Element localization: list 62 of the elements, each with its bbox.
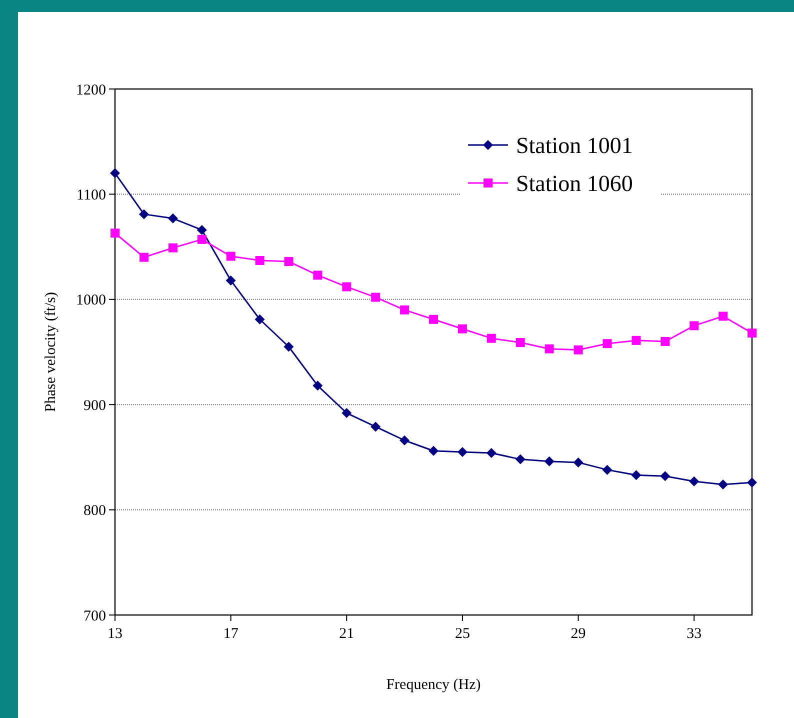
point <box>429 314 438 324</box>
legend-label: Station 1060 <box>516 171 633 196</box>
point <box>400 305 410 314</box>
x-tick-label: 17 <box>223 626 239 642</box>
x-tick-label: 29 <box>570 626 586 642</box>
y-tick-label: 1000 <box>76 292 106 309</box>
x-tick-label: 33 <box>686 626 702 642</box>
point <box>196 224 207 235</box>
point <box>168 243 178 252</box>
point <box>312 380 323 391</box>
point <box>110 228 120 238</box>
point <box>486 334 496 343</box>
point <box>400 435 410 446</box>
x-axis-title: Frequency (Hz) <box>386 677 481 693</box>
point <box>457 446 468 457</box>
point <box>660 471 670 482</box>
point <box>718 312 728 321</box>
point <box>602 339 612 348</box>
point <box>313 270 322 280</box>
point <box>690 321 699 330</box>
x-tick-label: 13 <box>108 626 122 642</box>
point <box>226 252 236 261</box>
point <box>748 328 756 338</box>
point <box>284 257 294 266</box>
y-axis-title: Phase velocity (ft/s) <box>43 292 59 412</box>
point <box>370 422 381 432</box>
point <box>255 256 264 265</box>
y-tick-label: 800 <box>84 503 106 520</box>
point <box>342 408 352 418</box>
legend-label: Station 1001 <box>516 133 633 158</box>
point <box>486 448 496 458</box>
point <box>342 282 352 292</box>
point <box>458 324 467 334</box>
point <box>110 168 120 178</box>
point <box>689 476 700 486</box>
point <box>573 457 584 468</box>
point <box>138 209 149 220</box>
y-tick-label: 1100 <box>76 187 106 204</box>
y-tick-label: 900 <box>84 398 106 414</box>
point <box>631 470 642 480</box>
point <box>544 344 554 354</box>
point <box>428 446 438 456</box>
point <box>602 464 612 475</box>
point <box>718 480 728 490</box>
x-tick-label: 21 <box>339 626 354 642</box>
y-tick-label: 700 <box>84 608 106 624</box>
point <box>197 234 206 244</box>
point <box>139 252 148 262</box>
point <box>632 336 641 345</box>
point <box>574 345 583 354</box>
y-tick-label: 1200 <box>76 82 106 98</box>
point <box>168 213 178 224</box>
point <box>226 275 236 286</box>
point <box>515 454 526 464</box>
point <box>747 477 757 488</box>
x-tick-label: 25 <box>454 626 470 642</box>
point <box>254 314 265 324</box>
point <box>516 338 525 348</box>
point <box>544 456 554 466</box>
point <box>284 342 294 352</box>
point <box>371 292 380 302</box>
point <box>660 336 670 346</box>
